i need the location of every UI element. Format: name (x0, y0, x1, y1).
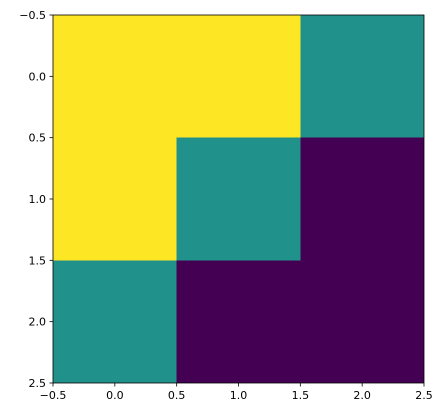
cell (53, 15, 177, 138)
y-tick-label: 1.0 (29, 193, 47, 206)
x-tick-label: 0.5 (168, 389, 186, 402)
cell (176, 137, 301, 261)
cell (300, 137, 424, 261)
x-tick-label: 2.0 (353, 389, 371, 402)
x-tick-label: 0.0 (106, 389, 124, 402)
x-tick-label: −0.5 (40, 389, 67, 402)
cell (300, 260, 424, 383)
x-tick-label: 1.0 (230, 389, 248, 402)
x-tick-label: 1.5 (292, 389, 310, 402)
cell (176, 15, 301, 138)
x-tick-label: 2.5 (415, 389, 433, 402)
y-tick-label: −0.5 (19, 9, 46, 22)
cell (53, 137, 177, 261)
y-tick-label: 2.5 (29, 377, 47, 390)
y-tick-label: 1.5 (29, 254, 47, 267)
y-tick-label: 0.5 (29, 132, 47, 145)
cell (300, 15, 424, 138)
cell (53, 260, 177, 383)
y-tick-label: 2.0 (29, 316, 47, 329)
y-tick-label: 0.0 (29, 70, 47, 83)
cell (176, 260, 301, 383)
